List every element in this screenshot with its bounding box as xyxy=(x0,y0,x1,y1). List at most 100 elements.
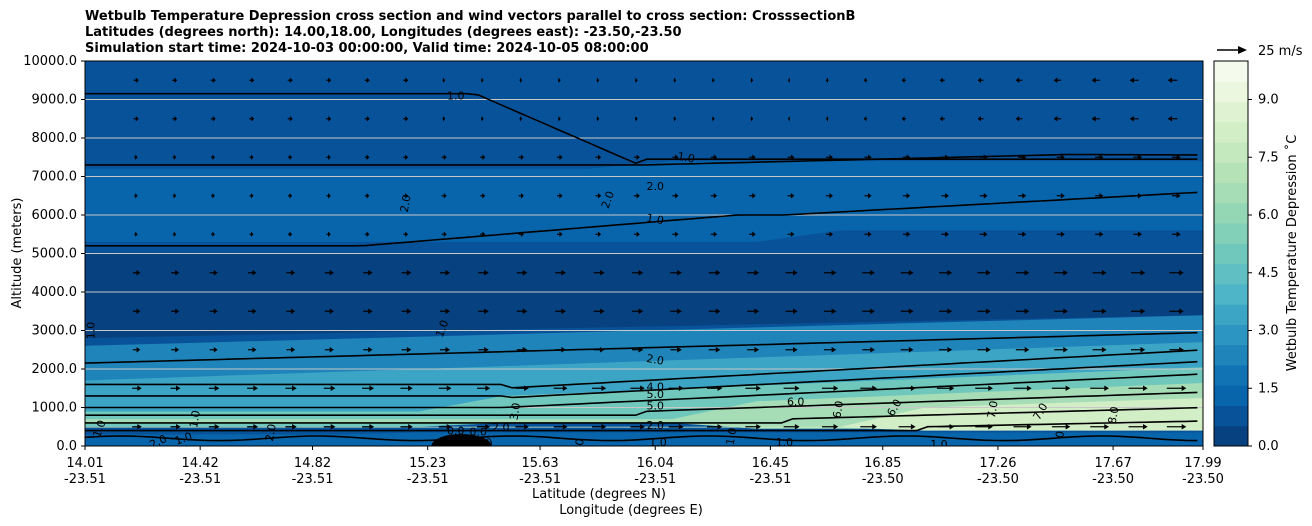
x-tick-label-lat: 16.04 xyxy=(637,456,674,471)
wind-vector xyxy=(593,308,605,314)
wind-vector xyxy=(1171,154,1181,160)
contour-label-26: 1.0 xyxy=(776,436,794,449)
wind-vector xyxy=(593,347,605,353)
wind-vector xyxy=(1091,116,1100,122)
wind-vector xyxy=(403,154,409,160)
wind-vector xyxy=(209,347,218,353)
wind-vector xyxy=(326,231,331,237)
contour-label-30: 1.0 xyxy=(930,438,948,451)
wind-vector xyxy=(172,193,177,199)
wind-vector xyxy=(401,270,412,276)
wind-vector xyxy=(711,116,715,122)
wind-vector xyxy=(898,385,916,391)
wind-vector xyxy=(1133,231,1143,237)
wind-vector xyxy=(518,193,524,199)
wind-vector xyxy=(826,231,834,237)
wind-vector xyxy=(515,385,529,391)
y-axis-label: Altitude (meters) xyxy=(10,198,25,309)
wind-vector xyxy=(440,270,451,276)
x-tick-label-lat: 15.23 xyxy=(409,456,446,471)
wind-vector xyxy=(518,154,524,160)
colorbar-tick-label: 1.5 xyxy=(1258,381,1279,396)
wind-vector xyxy=(441,193,447,199)
wind-vector xyxy=(596,116,600,122)
wind-vector xyxy=(326,193,331,199)
wind-vector xyxy=(823,308,837,314)
wind-vector xyxy=(326,154,331,160)
wind-vector xyxy=(975,385,993,391)
wind-vector xyxy=(208,385,220,391)
contour-5p0b xyxy=(85,373,1198,409)
wind-vector xyxy=(826,154,834,160)
wind-vector xyxy=(1092,347,1107,353)
y-tick-label: 5000.0 xyxy=(32,247,78,262)
wind-vector xyxy=(557,77,561,83)
wind-vector xyxy=(706,424,723,430)
wind-vector xyxy=(1130,270,1146,276)
wind-vector xyxy=(323,385,336,391)
colorbar-segment xyxy=(1214,364,1248,386)
title-line-3: Simulation start time: 2024-10-03 00:00:… xyxy=(85,41,649,56)
wind-vector xyxy=(132,347,141,353)
wind-vector xyxy=(1090,424,1110,430)
wind-vector xyxy=(900,347,914,353)
wind-vector xyxy=(555,270,567,276)
contour-label-9: 1.0 xyxy=(474,436,494,453)
wind-vector xyxy=(249,116,255,122)
colorbar-segment xyxy=(1214,263,1248,285)
contour-label-25: 1.0 xyxy=(724,427,740,446)
wind-vector xyxy=(363,347,373,353)
wind-vector xyxy=(170,424,181,430)
colorbar-tick-label: 3.0 xyxy=(1258,324,1279,339)
contour-label-19: 2.0 xyxy=(645,352,664,368)
wind-vector xyxy=(634,77,638,83)
band-mid-dry xyxy=(85,161,1203,242)
wind-vector xyxy=(783,424,800,430)
wind-vectors xyxy=(132,77,1187,430)
wind-vector xyxy=(210,116,216,122)
wind-vector xyxy=(403,116,409,122)
wind-vector xyxy=(708,347,721,353)
colorbar: 0.0 1.5 3.0 4.5 6.0 7.5 9.0 xyxy=(1213,60,1279,454)
wind-vector xyxy=(673,116,677,122)
wind-vector xyxy=(1167,77,1178,83)
colorbar-segment xyxy=(1214,304,1248,325)
contour-label-7: 0.0 xyxy=(447,425,465,438)
wind-vector xyxy=(633,193,640,199)
x-tick-label-lon: -23.51 xyxy=(634,472,676,487)
x-tick-label-lat: 16.45 xyxy=(752,456,789,471)
wind-vector xyxy=(672,193,679,199)
wind-vector xyxy=(477,424,491,430)
wind-vector xyxy=(672,154,679,160)
colorbar-segment xyxy=(1214,223,1248,244)
contour-labels: 1.02.0 1.01.02.01.0 1.00.0 0.01.02.03.002.0… xyxy=(85,90,1122,453)
wind-vector xyxy=(979,154,988,160)
wind-vector xyxy=(557,154,563,160)
x-tick-label-lon: -23.51 xyxy=(519,472,561,487)
colorbar-segment xyxy=(1214,121,1248,143)
wind-vector xyxy=(1169,270,1184,276)
wind-vector xyxy=(783,385,800,391)
wind-vector xyxy=(1169,347,1184,353)
wind-vector xyxy=(863,116,868,122)
wind-vector xyxy=(248,347,257,353)
y-tick-label: 7000.0 xyxy=(32,170,78,185)
wind-vector xyxy=(595,231,602,237)
wind-vector xyxy=(1053,116,1062,122)
x-tick-label-lon: -23.51 xyxy=(179,472,221,487)
wind-vector xyxy=(555,347,567,353)
wind-vector xyxy=(785,308,798,314)
wind-vector xyxy=(1015,116,1023,122)
wind-vector xyxy=(630,424,645,430)
wind-vector xyxy=(975,424,993,430)
y-tick-label: 10000.0 xyxy=(23,54,77,69)
colorbar-tick-label: 6.0 xyxy=(1258,208,1279,223)
wind-vector xyxy=(209,308,218,314)
contour-label-34: 8.0 xyxy=(1106,406,1122,425)
y-tick-label: 4000.0 xyxy=(32,285,78,300)
wind-vector xyxy=(900,270,914,276)
wind-vector xyxy=(902,231,911,237)
wind-vector xyxy=(171,308,180,314)
wind-vector xyxy=(248,308,257,314)
wind-vector xyxy=(403,193,409,199)
